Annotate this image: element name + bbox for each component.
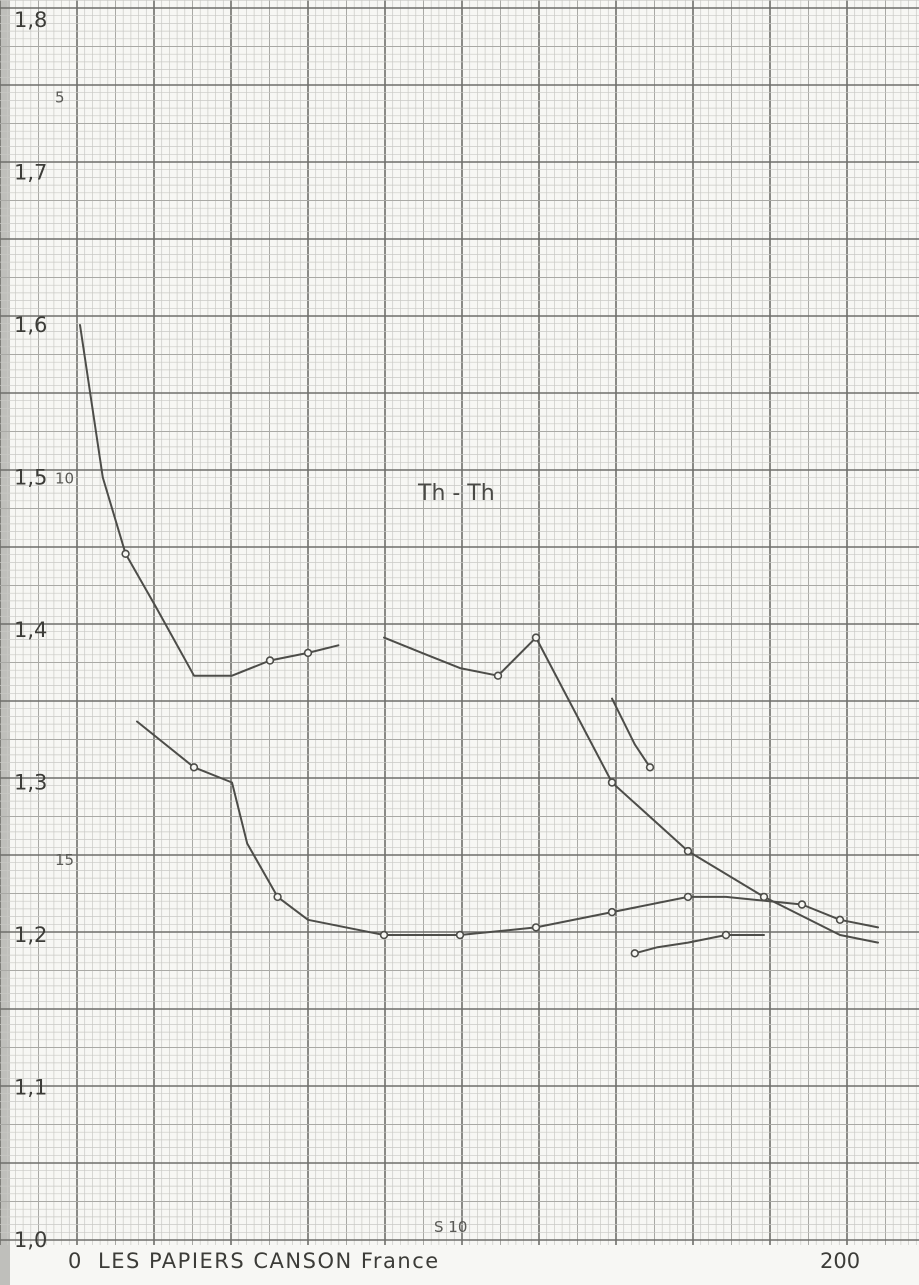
annotation-label: Th - Th <box>417 481 495 506</box>
data-point <box>683 846 693 856</box>
data-point <box>531 633 541 642</box>
data-point <box>797 900 807 909</box>
bottom-stamp: S 10 <box>434 1218 467 1236</box>
scan-edge <box>0 0 10 1285</box>
data-point <box>531 923 541 932</box>
data-point <box>645 763 655 772</box>
y-tick-label: 1,5 <box>14 466 47 490</box>
data-point <box>273 892 282 902</box>
data-point <box>607 778 617 787</box>
data-point <box>121 549 130 558</box>
data-point <box>493 671 503 680</box>
y-tick-label: 1,1 <box>14 1076 47 1100</box>
data-point <box>189 763 199 772</box>
series-group <box>79 324 879 958</box>
minor-marks: 5 10 15 <box>55 88 74 869</box>
data-point <box>721 930 731 940</box>
data-point <box>265 656 275 665</box>
y-tick-label: 1,0 <box>14 1228 47 1252</box>
x-axis-tick-labels: 0 200 <box>68 1249 860 1273</box>
series-line <box>611 697 651 769</box>
y-tick-label: 1,3 <box>14 771 47 795</box>
data-point <box>303 648 313 658</box>
y-tick-label: 1,8 <box>14 8 47 32</box>
series-5 <box>630 930 765 958</box>
y-axis-tick-labels: 1,8 1,7 1,6 1,5 1,4 1,3 1,2 1,1 1,0 <box>14 8 47 1252</box>
series-1 <box>79 324 340 677</box>
x-tick-label: 0 <box>68 1249 81 1273</box>
data-point <box>759 892 769 902</box>
y-tick-label: 1,7 <box>14 161 47 185</box>
x-tick-label: 200 <box>820 1249 860 1273</box>
grid <box>0 0 919 1245</box>
y-tick-label: 1,4 <box>14 618 47 642</box>
data-point <box>630 949 639 958</box>
y-tick-label: 1,2 <box>14 923 47 947</box>
data-point <box>455 930 465 940</box>
series-line <box>383 636 879 944</box>
data-point <box>683 892 693 902</box>
series-4 <box>136 720 879 940</box>
series-2 <box>383 633 879 944</box>
minor-mark: 5 <box>55 88 65 106</box>
series-line <box>79 324 340 677</box>
footer-brand: LES PAPIERS CANSON France <box>98 1249 440 1273</box>
series-line <box>633 934 765 955</box>
minor-mark: 15 <box>55 851 74 869</box>
y-tick-label: 1,6 <box>14 313 47 337</box>
series-3 <box>611 697 655 772</box>
data-point <box>379 930 389 940</box>
data-point <box>835 915 845 924</box>
data-point <box>607 907 617 917</box>
minor-mark: 10 <box>55 470 74 488</box>
